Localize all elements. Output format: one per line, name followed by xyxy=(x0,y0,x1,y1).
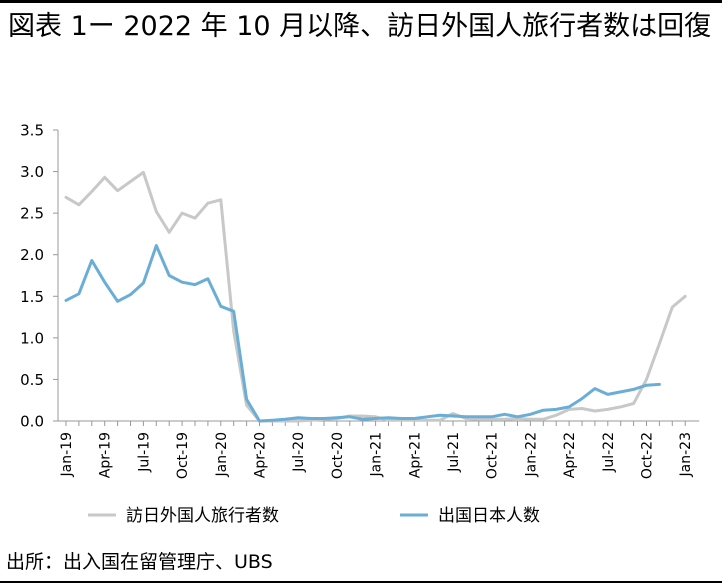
x-tick-label: Oct-21 xyxy=(485,432,501,479)
y-tick-label: 2.0 xyxy=(20,246,44,264)
series-line-1 xyxy=(64,170,687,423)
y-tick-label: 0.0 xyxy=(20,413,44,431)
legend-label-1: 訪日外国人旅行者数 xyxy=(126,506,279,526)
x-tick-label: Oct-22 xyxy=(640,432,656,479)
x-tick-label: Apr-21 xyxy=(407,432,423,478)
y-tick-label: 0.5 xyxy=(20,371,44,389)
x-tick-label: Apr-20 xyxy=(253,432,269,478)
y-tick-label: 2.5 xyxy=(20,205,44,223)
x-tick-label: Jul-21 xyxy=(446,432,462,473)
figure-title: 図表 1ー 2022 年 10 月以降、訪日外国人旅行者数は回復 xyxy=(8,11,712,42)
x-tick-label: Oct-20 xyxy=(330,432,346,479)
y-tick-label: 3.0 xyxy=(20,163,44,181)
x-tick-label: Jan-22 xyxy=(523,432,539,477)
y-tick-label: 3.5 xyxy=(20,122,44,140)
x-tick-label: Apr-19 xyxy=(98,432,114,478)
legend: 訪日外国人旅行者数 出国日本人数 xyxy=(88,506,540,526)
bottom-rule xyxy=(0,581,722,583)
x-tick-label: Jan-23 xyxy=(678,432,694,477)
x-tick-label: Jul-22 xyxy=(601,432,617,473)
axes: 0.0 0.5 1.0 1.5 2.0 2.5 3.0 3.5 Jan-19 Apr-19 Jul-… xyxy=(20,122,700,479)
y-tick-label: 1.5 xyxy=(20,288,44,306)
source-note: 出所：出入国在留管理庁、UBS xyxy=(6,551,273,573)
x-tick-label: Jul-19 xyxy=(136,432,152,473)
x-tick-label: Oct-19 xyxy=(175,432,191,479)
x-tick-label: Jul-20 xyxy=(291,432,307,473)
series-lines xyxy=(64,170,687,423)
y-tick-label: 1.0 xyxy=(20,329,44,347)
line-chart: 0.0 0.5 1.0 1.5 2.0 2.5 3.0 3.5 Jan-19 Apr-19 Jul-… xyxy=(20,122,700,526)
series-line-2 xyxy=(64,244,661,423)
x-tick-label: Jan-20 xyxy=(214,432,230,477)
x-tick-label: Jan-19 xyxy=(59,432,75,477)
legend-label-2: 出国日本人数 xyxy=(438,506,540,526)
top-rule xyxy=(0,0,722,3)
x-tick-label: Apr-22 xyxy=(562,432,578,478)
x-tick-label: Jan-21 xyxy=(369,432,385,477)
